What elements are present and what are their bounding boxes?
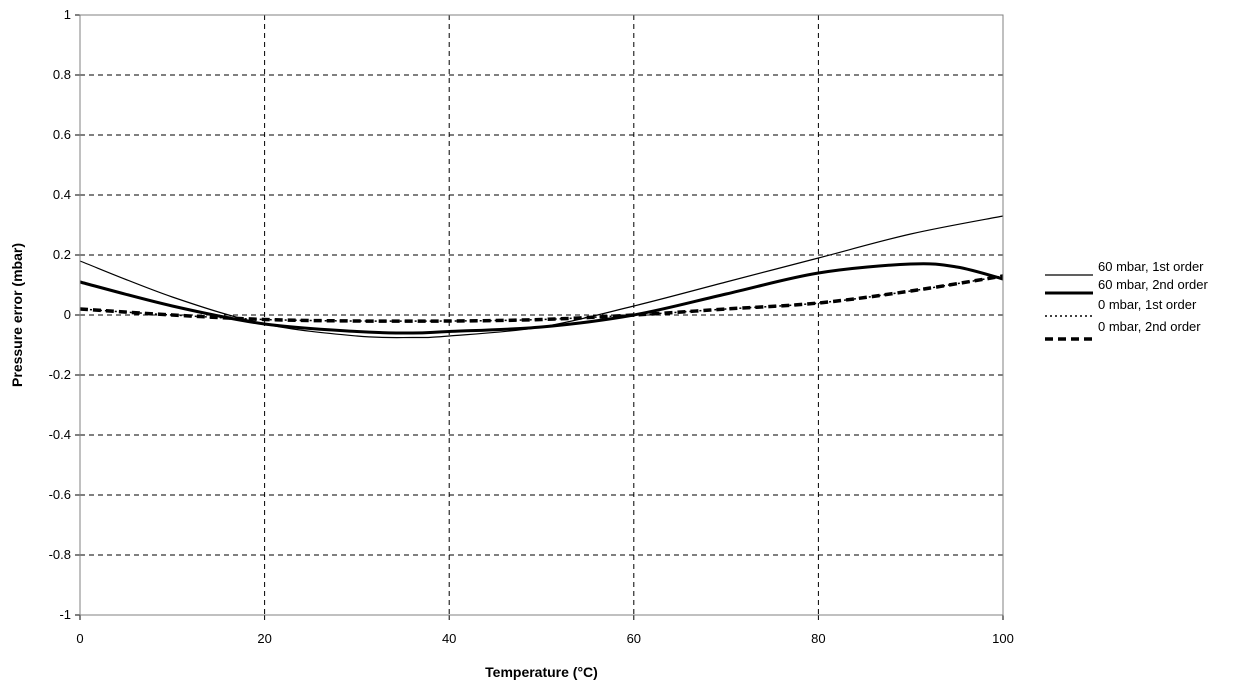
- x-tick-label: 80: [811, 631, 825, 646]
- grid: [80, 15, 1003, 615]
- x-tick-label: 40: [442, 631, 456, 646]
- x-tick-label: 0: [76, 631, 83, 646]
- series-line-4: [79, 274, 1004, 323]
- y-tick-label: 0.8: [53, 67, 71, 82]
- x-axis-title: Temperature (°C): [485, 664, 598, 680]
- y-tick-label: 0.2: [53, 247, 71, 262]
- y-tick-label: -1: [59, 607, 71, 622]
- y-tick-label: -0.4: [49, 427, 71, 442]
- x-tick-label: 20: [257, 631, 271, 646]
- x-tick-label: 100: [992, 631, 1014, 646]
- y-tick-label: 0: [64, 307, 71, 322]
- legend-label-2: 60 mbar, 2nd order: [1098, 277, 1209, 292]
- tick-labels: -1 -0.8 -0.6 -0.4 -0.2 0 0.2 0.4 0.6 0.8 1 0 20 40 60 8…: [49, 7, 1014, 646]
- legend-label-4: 0 mbar, 2nd order: [1098, 319, 1201, 334]
- y-axis-title: Pressure error (mbar): [9, 243, 25, 387]
- legend-label-1: 60 mbar, 1st order: [1098, 259, 1204, 274]
- y-tick-label: -0.8: [49, 547, 71, 562]
- y-tick-label: -0.6: [49, 487, 71, 502]
- plot-area: [79, 14, 1004, 616]
- x-tick-label: 60: [627, 631, 641, 646]
- legend: 60 mbar, 1st order 60 mbar, 2nd order 0 mb…: [1045, 259, 1209, 341]
- series-line-2: [79, 262, 1004, 335]
- series-lines: [79, 215, 1004, 339]
- y-tick-label: 0.4: [53, 187, 71, 202]
- y-tick-label: 0.6: [53, 127, 71, 142]
- y-tick-label: 1: [64, 7, 71, 22]
- legend-label-3: 0 mbar, 1st order: [1098, 297, 1197, 312]
- y-tick-label: -0.2: [49, 367, 71, 382]
